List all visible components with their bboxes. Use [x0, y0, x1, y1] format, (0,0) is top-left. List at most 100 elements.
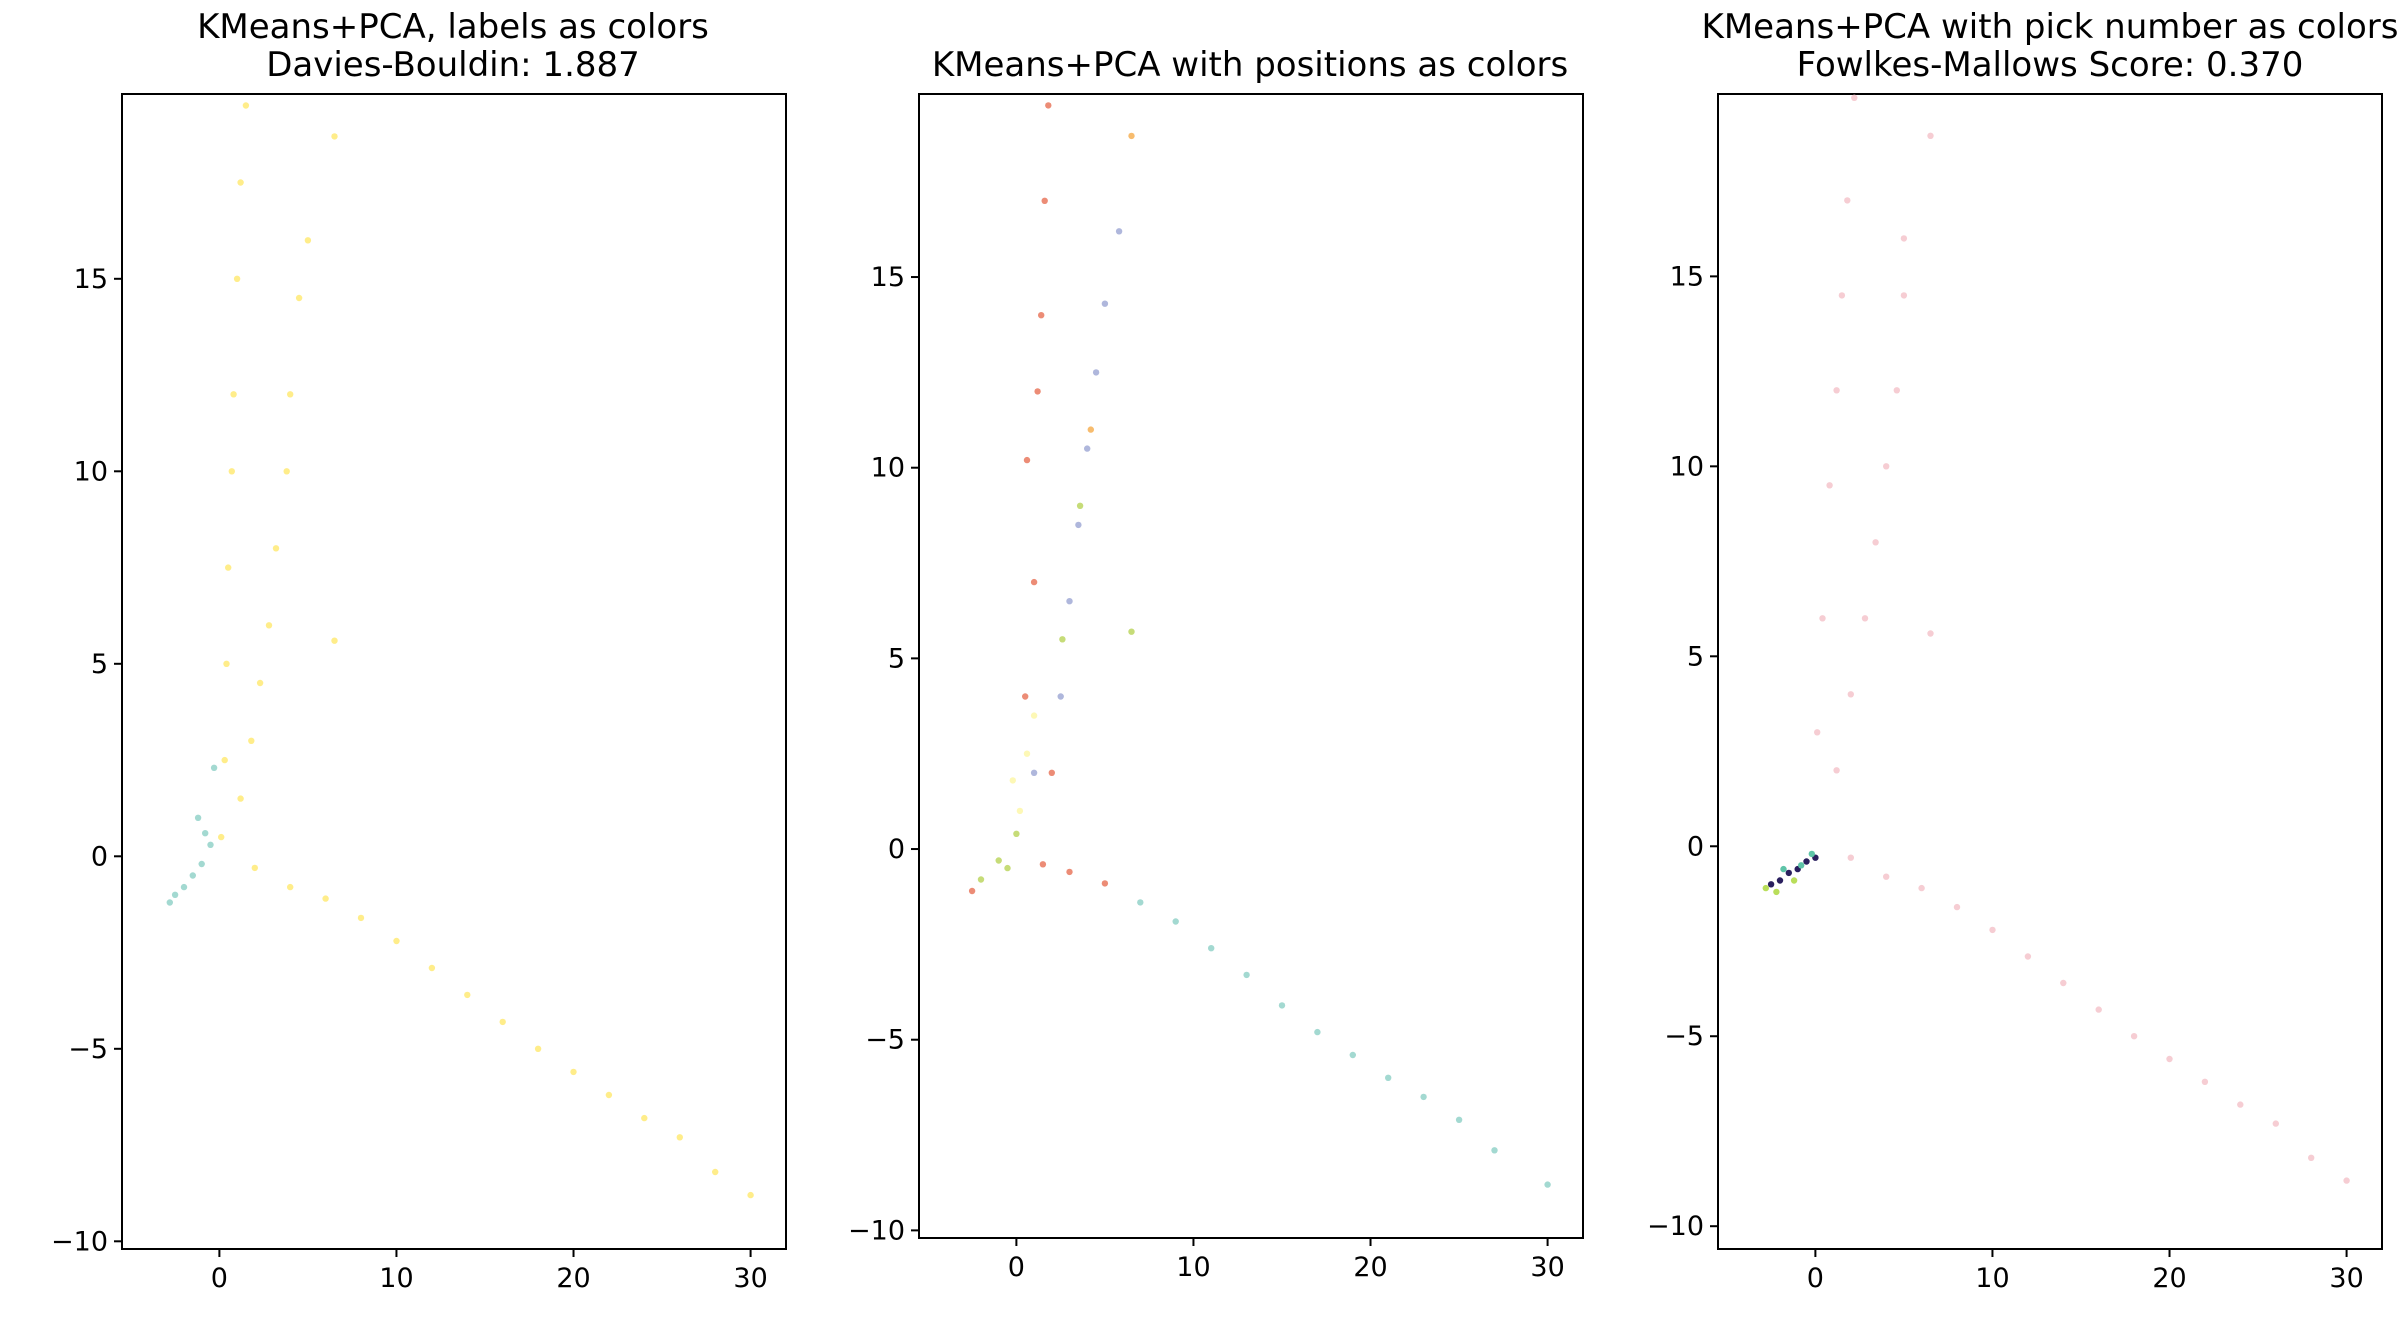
data-point-s0-10 — [968, 887, 976, 895]
data-point-s0-3 — [1034, 388, 1041, 395]
data-point-s1-4 — [1278, 1002, 1286, 1009]
data-point-s4-3 — [1009, 777, 1016, 784]
data-point-s0-32 — [676, 1134, 683, 1141]
y-tick-label-5: 15 — [1670, 261, 1704, 292]
data-point-s0-25 — [2130, 1033, 2138, 1040]
data-point-s0-31 — [641, 1114, 648, 1122]
y-tick-label-4: 10 — [74, 456, 108, 487]
data-point-s0-28 — [534, 1045, 542, 1053]
data-point-s3-1 — [995, 857, 1002, 864]
data-point-s0-8 — [1066, 868, 1073, 876]
data-point-s0-2 — [233, 275, 241, 282]
data-point-s1-7 — [166, 899, 173, 906]
data-point-s1-7 — [1385, 1074, 1392, 1082]
y-tick-label-3: 5 — [1687, 641, 1704, 672]
ticks-layer: 0 10 20 30 −10 −5 0 5 10 15 — [51, 264, 768, 1294]
points-layer — [166, 102, 754, 1199]
x-tick-label-1: 10 — [1176, 1252, 1210, 1283]
points-layer — [1762, 94, 2350, 1184]
scatter-panel-positions: KMeans+PCA with positions as colors 0 10 2… — [848, 45, 1584, 1283]
data-point-s0-0 — [1045, 102, 1052, 109]
data-point-s0-4 — [1023, 456, 1031, 464]
x-tick-label-0: 0 — [211, 1263, 228, 1294]
data-point-s0-33 — [712, 1168, 719, 1176]
data-point-s2-0 — [1101, 300, 1109, 307]
data-point-s1-9 — [1455, 1116, 1463, 1124]
data-point-s0-17 — [304, 237, 312, 244]
data-point-s0-3 — [230, 391, 237, 398]
plot-area — [918, 93, 1584, 1239]
data-point-s0-15 — [248, 737, 255, 744]
points-layer — [968, 102, 1551, 1188]
data-point-s0-26 — [464, 991, 471, 999]
data-point-s1-8 — [202, 830, 209, 837]
data-point-s0-29 — [570, 1068, 577, 1076]
y-tick-label-1: −5 — [865, 1025, 905, 1056]
data-point-s3-1 — [1773, 888, 1780, 896]
data-point-s0-11 — [283, 468, 290, 475]
x-tick-label-3: 30 — [733, 1263, 767, 1294]
data-point-s0-2 — [1038, 312, 1045, 319]
data-point-s0-24 — [2095, 1006, 2102, 1013]
x-tick-label-1: 10 — [379, 1263, 413, 1294]
y-tick-label-0: −10 — [848, 1215, 905, 1246]
data-point-s1-4 — [1803, 858, 1810, 865]
plot-area — [1717, 93, 2383, 1250]
data-point-s0-19 — [1918, 884, 1925, 892]
data-point-s1-2 — [1785, 869, 1793, 877]
data-point-s0-7 — [1039, 861, 1047, 868]
data-point-s1-6 — [1349, 1051, 1357, 1059]
data-point-s0-30 — [605, 1091, 613, 1099]
data-point-s3-6 — [1128, 628, 1135, 635]
data-point-s4-0 — [1016, 807, 1024, 815]
data-point-s0-7 — [1900, 292, 1908, 299]
data-point-s2-2 — [1084, 445, 1091, 452]
data-point-s0-29 — [2272, 1120, 2279, 1127]
data-point-s1-6 — [210, 764, 218, 771]
data-point-s0-16 — [237, 795, 244, 802]
data-point-s3-4 — [1076, 502, 1084, 509]
data-point-s0-4 — [228, 468, 235, 475]
data-point-s0-1 — [1844, 197, 1851, 204]
data-point-s0-6 — [1814, 729, 1821, 736]
x-tick-label-1: 10 — [1975, 1263, 2009, 1294]
y-tick-label-3: 5 — [888, 643, 905, 674]
data-point-s1-3 — [198, 860, 205, 868]
y-tick-label-5: 15 — [74, 264, 108, 295]
data-point-s0-5 — [1819, 615, 1826, 622]
data-point-s0-21 — [1989, 926, 1996, 934]
data-point-s0-23 — [2060, 979, 2067, 987]
chart-title: KMeans+PCA, labels as colors — [197, 7, 709, 47]
y-tick-label-0: −10 — [1647, 1211, 1704, 1242]
data-point-s2-5 — [1057, 693, 1064, 700]
data-point-s0-27 — [2201, 1078, 2209, 1086]
data-point-s0-9 — [1101, 880, 1109, 887]
data-point-s0-17 — [1847, 854, 1855, 861]
data-point-s0-15 — [1927, 132, 1934, 139]
data-point-s0-28 — [2237, 1101, 2244, 1108]
data-point-s0-7 — [221, 756, 228, 764]
data-point-s1-1 — [1776, 877, 1784, 884]
data-point-s1-5 — [194, 814, 202, 821]
data-point-s0-14 — [1900, 235, 1908, 242]
y-tick-label-5: 15 — [871, 262, 905, 293]
y-tick-label-2: 0 — [888, 834, 905, 865]
data-point-s1-5 — [1314, 1028, 1321, 1036]
data-point-s0-11 — [1861, 615, 1869, 622]
y-tick-label-4: 10 — [1670, 451, 1704, 482]
data-point-s1-2 — [189, 872, 196, 879]
data-point-s1-3 — [1243, 971, 1250, 979]
data-point-s0-1 — [1041, 197, 1048, 204]
data-point-s0-9 — [1883, 463, 1890, 470]
data-point-s0-12 — [1847, 691, 1855, 698]
data-point-s0-6 — [223, 660, 230, 667]
data-point-s0-0 — [242, 102, 250, 109]
data-point-s2-0 — [1780, 865, 1787, 873]
data-point-s0-20 — [1953, 903, 1961, 911]
y-tick-label-2: 0 — [1687, 831, 1704, 862]
data-point-s1-0 — [1767, 881, 1775, 888]
ticks-layer: 0 10 20 30 −10 −5 0 5 10 15 — [848, 262, 1565, 1283]
data-point-s0-34 — [747, 1191, 754, 1199]
scatter-panel-labels: KMeans+PCA, labels as colors Davies-Boul… — [51, 7, 787, 1294]
